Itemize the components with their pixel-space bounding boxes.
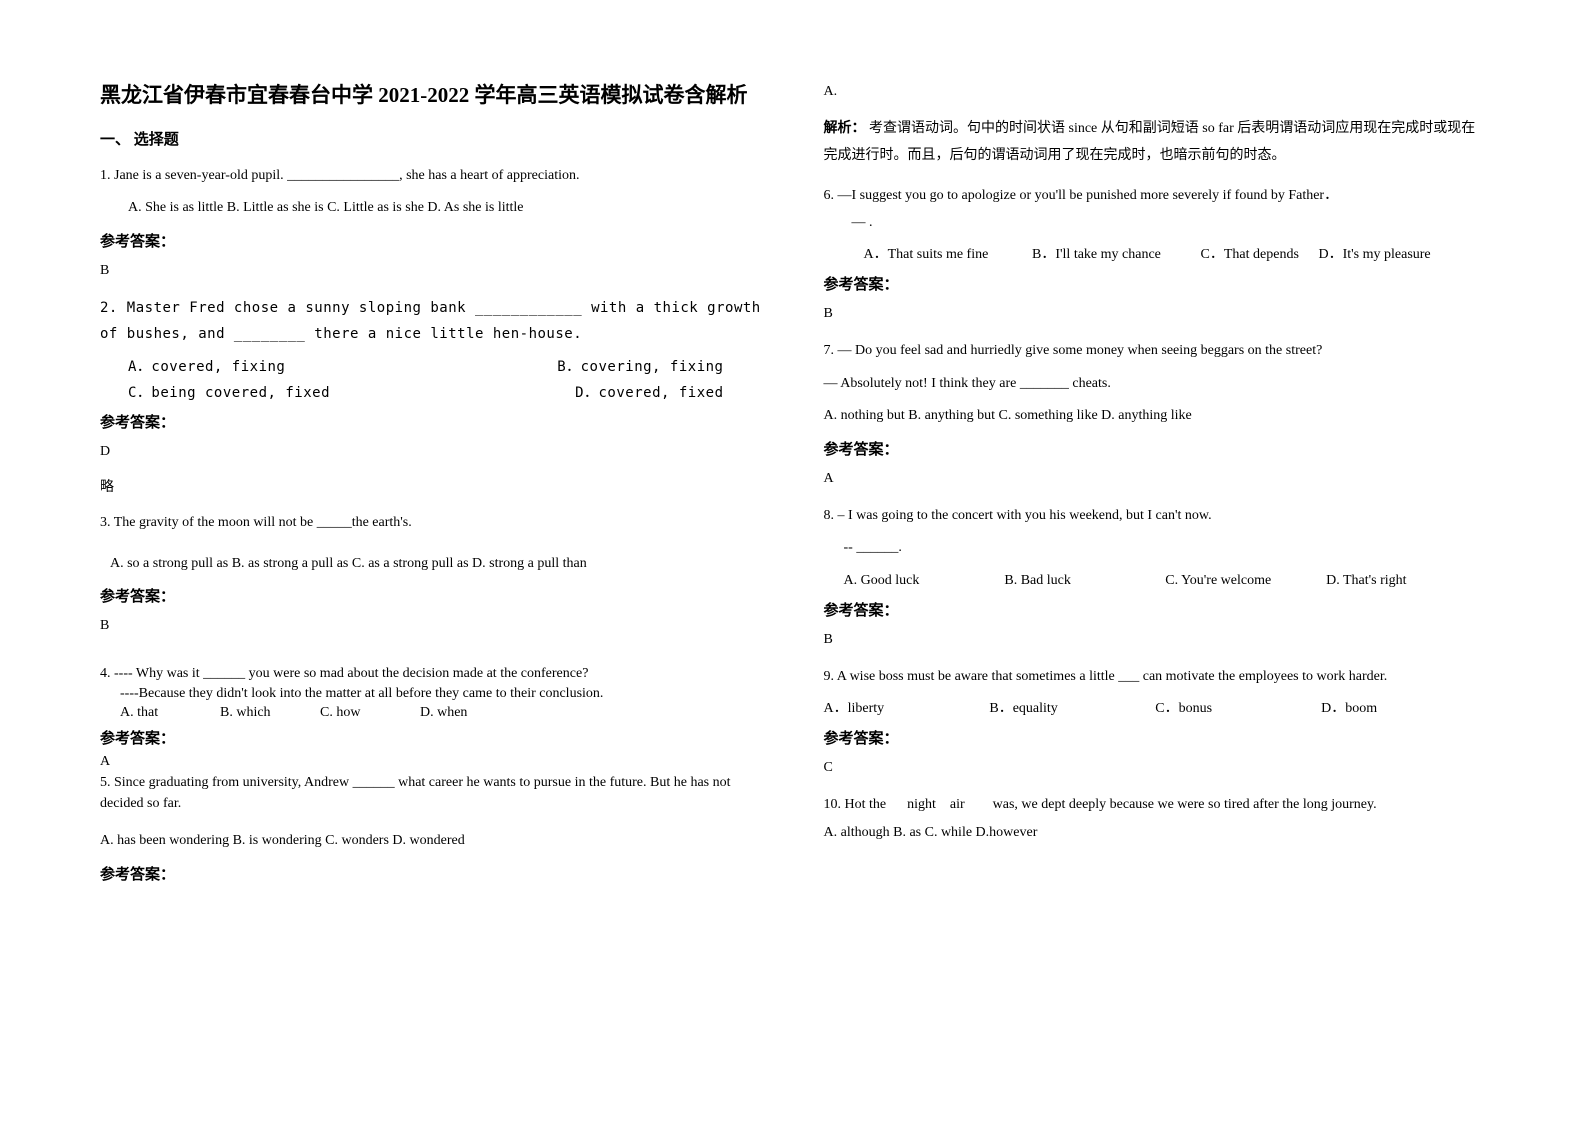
q6-opt-b: B．I'll take my chance <box>1032 242 1201 269</box>
expl-label: 解析： <box>824 121 866 136</box>
q2-opt-b: B．covering, fixing <box>557 354 723 381</box>
q8-line2: -- ______. <box>824 535 1488 562</box>
q2-note: 略 <box>100 476 764 496</box>
answer-label: 参考答案： <box>100 411 764 432</box>
q3-answer: B <box>100 618 764 634</box>
section-heading: 一、 选择题 <box>100 128 764 149</box>
q2-opt-d: D．covered, fixed <box>575 380 723 407</box>
q7-answer: A <box>824 471 1488 487</box>
answer-label: 参考答案： <box>100 585 764 606</box>
q4-opt-a: A. that <box>120 703 220 723</box>
q10-text: 10. Hot the night air was, we dept deepl… <box>824 792 1488 819</box>
q2-options-row2: C．being covered, fixed D．covered, fixed <box>100 380 764 407</box>
q6-opt-c: C．That depends <box>1201 242 1319 269</box>
q8-options: A. Good luck B. Bad luck C. You're welco… <box>824 568 1488 595</box>
q9-text: 9. A wise boss must be aware that someti… <box>824 664 1488 691</box>
q8-opt-a: A. Good luck <box>844 568 1005 595</box>
q4-opt-d: D. when <box>420 703 520 723</box>
q5-explanation: 解析： 考查谓语动词。句中的时间状语 since 从句和副词短语 so far … <box>824 116 1488 169</box>
q8-line1: 8. – I was going to the concert with you… <box>824 503 1488 530</box>
answer-label: 参考答案： <box>824 273 1488 294</box>
q9-opt-c: C．bonus <box>1155 696 1321 723</box>
q8-answer: B <box>824 632 1488 648</box>
exam-title: 黑龙江省伊春市宜春春台中学 2021-2022 学年高三英语模拟试卷含解析 <box>100 80 764 112</box>
q2-answer: D <box>100 444 764 460</box>
q9-answer: C <box>824 760 1488 776</box>
expl-text: 考查谓语动词。句中的时间状语 since 从句和副词短语 so far 后表明谓… <box>824 121 1476 163</box>
q5-answer: A. <box>824 84 1488 100</box>
q4-options: A. that B. which C. how D. when <box>100 703 520 723</box>
q4-line2: ----Because they didn't look into the ma… <box>100 684 764 704</box>
q1-options: A. She is as little B. Little as she is … <box>100 195 764 222</box>
q4-opt-c: C. how <box>320 703 420 723</box>
q9-opt-b: B．equality <box>989 696 1155 723</box>
q7-line2: — Absolutely not! I think they are _____… <box>824 371 1488 398</box>
q6-line1: 6. —I suggest you go to apologize or you… <box>824 183 1488 210</box>
q9-opt-a: A．liberty <box>824 696 990 723</box>
q5-text: 5. Since graduating from university, And… <box>100 772 764 814</box>
q9-options: A．liberty B．equality C．bonus D．boom <box>824 696 1488 723</box>
answer-label: 参考答案： <box>100 727 764 748</box>
answer-label: 参考答案： <box>100 230 764 251</box>
left-column: 黑龙江省伊春市宜春春台中学 2021-2022 学年高三英语模拟试卷含解析 一、… <box>100 80 764 1082</box>
q4-answer: A <box>100 754 764 770</box>
q9-opt-d: D．boom <box>1321 696 1487 723</box>
q10-options: A. although B. as C. while D.however <box>824 820 1488 847</box>
q2-opt-c: C．being covered, fixed <box>128 380 330 407</box>
q7-options: A. nothing but B. anything but C. someth… <box>824 403 1488 430</box>
q6-opt-d: D．It's my pleasure <box>1318 242 1487 269</box>
answer-label: 参考答案： <box>824 599 1488 620</box>
q6-options: A．That suits me fine B．I'll take my chan… <box>824 242 1488 269</box>
answer-label: 参考答案： <box>824 438 1488 459</box>
q4-opt-b: B. which <box>220 703 320 723</box>
q6-line2: — . <box>824 210 1488 237</box>
q4-line1: 4. ---- Why was it ______ you were so ma… <box>100 664 764 684</box>
q3-options: A. so a strong pull as B. as strong a pu… <box>100 551 764 578</box>
q6-opt-a: A．That suits me fine <box>864 242 1033 269</box>
q8-opt-b: B. Bad luck <box>1004 568 1165 595</box>
q2-opt-a: A．covered, fixing <box>128 354 285 381</box>
q1-text: 1. Jane is a seven-year-old pupil. _____… <box>100 163 764 190</box>
q5-options: A. has been wondering B. is wondering C.… <box>100 828 764 855</box>
q8-opt-d: D. That's right <box>1326 568 1487 595</box>
q7-line1: 7. — Do you feel sad and hurriedly give … <box>824 338 1488 365</box>
right-column: A. 解析： 考查谓语动词。句中的时间状语 since 从句和副词短语 so f… <box>824 80 1488 1082</box>
q6-answer: B <box>824 306 1488 322</box>
answer-label: 参考答案： <box>100 863 764 884</box>
q2-options-row1: A．covered, fixing B．covering, fixing <box>100 354 764 381</box>
q1-answer: B <box>100 263 764 279</box>
answer-label: 参考答案： <box>824 727 1488 748</box>
q8-opt-c: C. You're welcome <box>1165 568 1326 595</box>
q3-text: 3. The gravity of the moon will not be _… <box>100 510 764 537</box>
q2-text: 2. Master Fred chose a sunny sloping ban… <box>100 295 764 348</box>
